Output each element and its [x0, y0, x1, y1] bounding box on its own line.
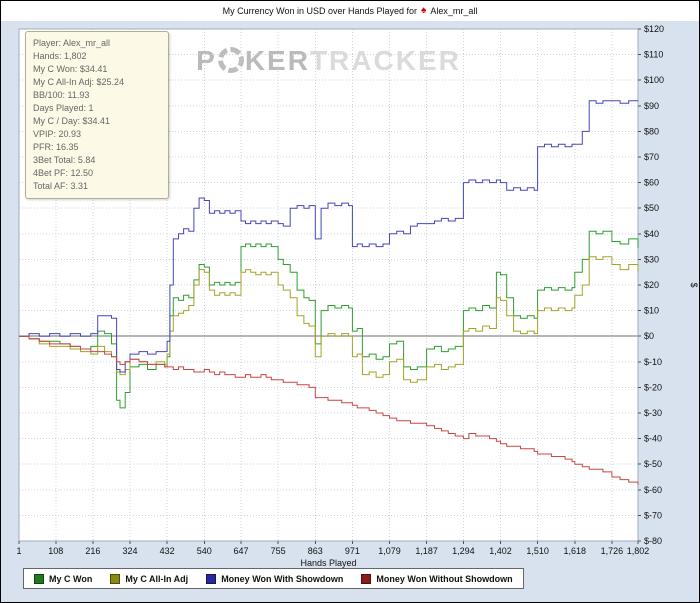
legend-swatch-icon: [110, 573, 121, 584]
stats-line: 4Bet PF: 12.50: [33, 168, 94, 178]
stats-line: Hands: 1,802: [33, 51, 87, 61]
watermark-p: P: [196, 45, 217, 76]
y-tick-label: $20: [644, 280, 659, 290]
x-tick-label: 1,187: [415, 546, 438, 556]
stats-line: Days Played: 1: [33, 103, 94, 113]
x-tick-label: 863: [308, 546, 323, 556]
stats-line: PFR: 16.35: [33, 142, 79, 152]
x-tick-label: 647: [234, 546, 249, 556]
y-tick-label: $-60: [644, 485, 662, 495]
legend: My C Won My C All-In Adj Money Won With Sh…: [23, 568, 524, 589]
x-tick-label: 971: [345, 546, 360, 556]
chart-title-text: My Currency Won in USD over Hands Played…: [222, 6, 418, 16]
y-tick-label: $-80: [644, 536, 662, 546]
x-axis-title: Hands Played: [300, 558, 356, 568]
y-tick-label: $40: [644, 229, 659, 239]
player-name: Alex_mr_all: [430, 6, 478, 16]
series-line-my-c-all-in-adj: [19, 256, 639, 383]
y-tick-label: $30: [644, 254, 659, 264]
legend-label: Money Won Without Showdown: [376, 573, 513, 584]
stats-line: VPIP: 20.93: [33, 129, 82, 139]
x-tick-label: 216: [85, 546, 100, 556]
stats-line: My C Won: $34.41: [33, 64, 108, 74]
x-tick-label: 1,726: [601, 546, 624, 556]
stats-line: Total AF: 3.31: [33, 181, 89, 191]
y-tick-label: $-20: [644, 382, 662, 392]
y-tick-label: $50: [644, 203, 659, 213]
y-tick-label: $90: [644, 101, 659, 111]
y-tick-label: $60: [644, 178, 659, 188]
legend-item-money-won-without-showdown: Money Won Without Showdown: [361, 573, 513, 584]
y-tick-label: $10: [644, 306, 659, 316]
legend-item-my-c-won: My C Won: [34, 573, 93, 584]
legend-swatch-icon: [34, 573, 44, 584]
stats-line: Player: Alex_mr_all: [33, 38, 111, 48]
x-tick-label: 1: [16, 546, 21, 556]
y-tick-label: $0: [644, 331, 654, 341]
y-tick-label: $110: [644, 50, 663, 60]
x-tick-label: 1,079: [378, 546, 401, 556]
stats-line: My C All-In Adj: $25.24: [33, 77, 125, 87]
y-tick-label: $-70: [644, 510, 662, 520]
legend-swatch-icon: [206, 573, 217, 584]
stats-box: Player: Alex_mr_all Hands: 1,802 My C Won:…: [25, 31, 169, 199]
y-tick-label: $70: [644, 152, 659, 162]
watermark-tracker: TRACKER: [309, 45, 461, 76]
y-tick-label: $-30: [644, 408, 662, 418]
x-tick-label: 1,618: [563, 546, 586, 556]
stats-line: BB/100: 11.93: [33, 90, 90, 100]
y-tick-label: $80: [644, 126, 659, 136]
x-tick-label: 1,294: [452, 546, 475, 556]
watermark-ker: KER: [244, 45, 310, 76]
x-tick-label: 108: [48, 546, 63, 556]
legend-item-money-won-with-showdown: Money Won With Showdown: [206, 573, 344, 584]
series-line-my-c-won: [19, 230, 639, 409]
legend-label: Money Won With Showdown: [221, 573, 344, 584]
x-tick-label: 540: [197, 546, 212, 556]
x-tick-label: 1,402: [489, 546, 512, 556]
legend-item-my-c-all-in-adj: My C All-In Adj: [110, 573, 189, 584]
x-tick-label: 324: [122, 546, 137, 556]
y-tick-label: $-50: [644, 459, 662, 469]
y-tick-label: $-10: [644, 357, 662, 367]
x-tick-label: 1,802: [627, 546, 650, 556]
stats-line: My C / Day: $34.41: [33, 116, 111, 126]
legend-label: My C Won: [49, 573, 93, 584]
x-tick-label: 432: [160, 546, 175, 556]
y-tick-label: $120: [644, 24, 664, 34]
stats-line: 3Bet Total: 5.84: [33, 155, 96, 165]
chart-title: My Currency Won in USD over Hands Played…: [1, 1, 699, 21]
series-line-money-won-without-showdown: [19, 335, 639, 485]
pokertracker-watermark: P KERTRACKER: [1, 45, 656, 77]
series-line-money-won-with-showdown: [19, 100, 638, 373]
x-tick-label: 1,510: [526, 546, 549, 556]
y-axis-title: $: [689, 282, 699, 287]
y-tick-label: $100: [644, 75, 664, 85]
legend-swatch-icon: [361, 573, 372, 584]
x-tick-label: 755: [271, 546, 286, 556]
legend-label: My C All-In Adj: [125, 573, 189, 584]
y-tick-label: $-40: [644, 434, 662, 444]
pokerstars-spade-icon: ♠: [421, 5, 427, 16]
